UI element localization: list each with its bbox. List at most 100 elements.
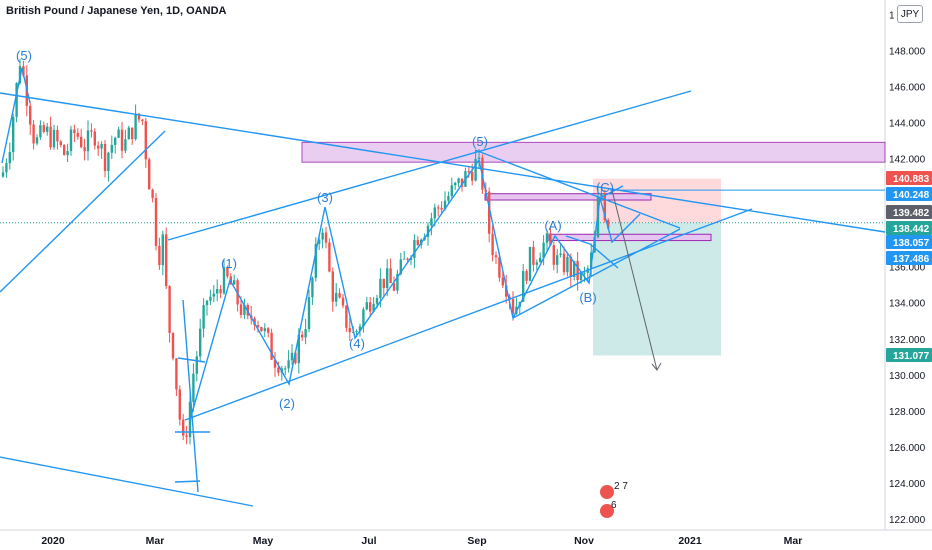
candle-body (301, 334, 304, 338)
candle-body (52, 129, 56, 148)
candle-body (426, 225, 430, 237)
wave-label: (A) (544, 218, 561, 233)
candle-body (209, 296, 212, 301)
candle-body (545, 233, 549, 243)
price-label-box (886, 348, 932, 362)
candle-body (345, 305, 348, 328)
wave-label: (4) (349, 336, 365, 351)
price-label-box (886, 235, 932, 249)
candle-body (559, 253, 562, 256)
candle-body (372, 303, 375, 312)
candle-body (110, 144, 113, 153)
earnings-dot (600, 485, 614, 499)
candle-body (287, 360, 290, 369)
time-tick-label: May (253, 535, 274, 547)
candle-body (447, 196, 450, 201)
wave-labels: (5) (1) (2) (3) (4) (5) (A) (B) (C) (16, 48, 614, 411)
candle-body (216, 289, 219, 294)
earnings-icon: 2 7 6 (600, 481, 628, 518)
candle-body (32, 124, 35, 144)
candle-body (573, 260, 576, 277)
candle-body (212, 293, 215, 297)
candle-body (8, 152, 11, 164)
candle-body (263, 328, 266, 332)
time-tick-label: Mar (146, 535, 165, 547)
wave-b-line (565, 235, 619, 269)
price-label-text: 131.077 (893, 351, 930, 362)
candle-body (120, 129, 124, 151)
candle-body (396, 273, 399, 291)
candle-body (83, 147, 86, 152)
earnings-label: 6 (611, 500, 617, 511)
trendlines (0, 67, 886, 507)
wave-label: (5) (16, 48, 32, 63)
candle-body (69, 129, 73, 152)
wave-label: (B) (579, 290, 596, 305)
candle-body (467, 171, 470, 173)
candle-body (389, 268, 392, 284)
candle-body (362, 309, 365, 327)
candle-body (117, 129, 120, 138)
candle-body (471, 172, 474, 181)
wave-5-top (1, 67, 31, 164)
candle-body (562, 253, 566, 273)
candle-body (314, 243, 317, 278)
candle-body (284, 368, 287, 370)
candle-body (141, 119, 144, 122)
candle-body (528, 246, 532, 281)
candle-body (56, 129, 59, 142)
candle-body (49, 126, 52, 148)
candle-body (39, 125, 42, 138)
wave-label: (C) (596, 180, 614, 195)
candle-body (576, 260, 579, 281)
supply-zone (301, 141, 886, 163)
lower-channel-line (0, 456, 254, 507)
candle-body (409, 258, 413, 260)
candle-body (93, 131, 96, 146)
candle-body (63, 145, 66, 156)
time-tick-label: 2021 (678, 535, 702, 547)
candle-body (569, 256, 572, 277)
candle-body (66, 151, 69, 156)
lower-wedge-line (184, 208, 753, 421)
price-tick-label: 132.000 (889, 335, 926, 346)
candle-body (202, 305, 205, 329)
candle-body (15, 83, 18, 117)
currency-button[interactable]: JPY (897, 5, 923, 23)
price-tick-label: 128.000 (889, 407, 926, 418)
wave-label: (2) (279, 396, 295, 411)
covid-low-mark (177, 357, 206, 363)
candle-body (375, 297, 379, 304)
candle-body (416, 239, 419, 245)
candle-body (73, 129, 76, 134)
candle-body (491, 233, 494, 256)
candle-body (457, 178, 460, 183)
price-tick-label: 134.000 (889, 299, 926, 310)
covid-spike (182, 299, 199, 493)
candle-body (382, 278, 385, 288)
arrow-head (651, 362, 662, 371)
candle-body (549, 233, 552, 246)
candle-body (243, 304, 246, 315)
candle-body (97, 145, 100, 149)
candle-body (222, 267, 226, 294)
candle-body (331, 271, 334, 302)
wave-label: (5) (472, 134, 488, 149)
candle-body (583, 272, 586, 274)
candle-body (348, 327, 351, 333)
candle-body (590, 252, 593, 269)
price-labels: 140.883 140.248 139.482 138.442 138.057 137.4… (886, 171, 932, 362)
candle-body (552, 245, 555, 265)
candle-body (256, 325, 260, 328)
price-label-text: 140.248 (893, 190, 930, 201)
candle-body (195, 356, 198, 374)
earnings-dot (600, 504, 614, 518)
chart-title: British Pound / Japanese Yen, 1D, OANDA (6, 5, 227, 17)
price-label-text: 138.057 (893, 238, 930, 249)
price-tick-label: 130.000 (889, 371, 926, 382)
candle-body (131, 127, 134, 140)
price-tick-label: 144.000 (889, 119, 926, 130)
price-tick-label: 1 (889, 10, 895, 21)
candle-body (205, 300, 209, 306)
